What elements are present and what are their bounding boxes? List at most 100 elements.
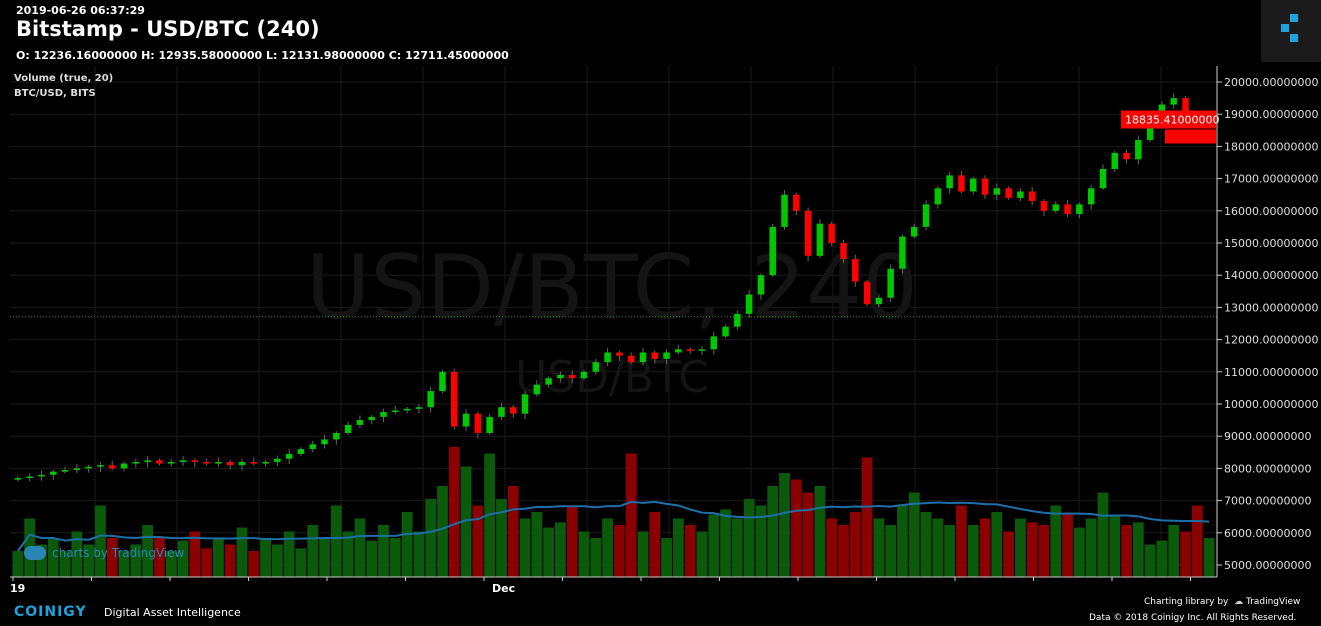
volume-bar bbox=[885, 525, 897, 577]
candle-body bbox=[203, 461, 210, 464]
volume-bar bbox=[849, 512, 861, 577]
candle-body bbox=[144, 460, 151, 462]
volume-bar bbox=[908, 492, 920, 577]
candle-body bbox=[1123, 152, 1130, 160]
candle-body bbox=[1040, 201, 1048, 211]
volume-bar bbox=[649, 512, 661, 577]
volume-bar bbox=[248, 551, 260, 577]
volume-bar bbox=[767, 486, 779, 577]
candle-body bbox=[686, 349, 694, 351]
copyright: Data © 2018 Coinigy Inc. All Rights Rese… bbox=[1089, 613, 1297, 623]
volume-bar bbox=[1073, 527, 1085, 577]
y-tick-label: 13000.00000000 bbox=[1224, 301, 1318, 314]
y-tick-label: 20000.00000000 bbox=[1224, 76, 1318, 89]
volume-bar bbox=[1097, 492, 1109, 577]
candle-body bbox=[993, 188, 1001, 195]
candle-body bbox=[710, 336, 717, 350]
candle-body bbox=[1099, 168, 1107, 189]
coinigy-brand: COINIGY bbox=[14, 604, 87, 620]
volume-bar bbox=[661, 538, 672, 577]
candle-body bbox=[793, 194, 800, 211]
volume-bar bbox=[389, 538, 401, 577]
volume-bar bbox=[814, 486, 826, 577]
volume-bar bbox=[637, 531, 649, 577]
volume-bar bbox=[614, 525, 625, 577]
volume-bar bbox=[496, 499, 507, 577]
candle-body bbox=[852, 259, 859, 282]
candle-body bbox=[804, 210, 812, 256]
coinigy-logo-icon bbox=[1261, 0, 1321, 62]
candle-body bbox=[568, 375, 576, 379]
candle-body bbox=[50, 471, 57, 475]
volume-bar bbox=[1121, 525, 1132, 577]
candle-body bbox=[1005, 188, 1012, 198]
volume-bar bbox=[130, 544, 142, 577]
watermark-main: USD/BTC, 240 bbox=[306, 236, 918, 339]
volume-bar bbox=[342, 531, 354, 577]
volume-bar bbox=[519, 518, 531, 577]
candle-body bbox=[769, 226, 776, 276]
volume-bar bbox=[1168, 525, 1180, 577]
volume-bar bbox=[555, 522, 566, 577]
x-tick-label: 19 bbox=[10, 582, 25, 595]
candle-body bbox=[250, 461, 258, 464]
candle-body bbox=[26, 476, 33, 479]
candle-body bbox=[734, 313, 741, 327]
tagline: Digital Asset Intelligence bbox=[104, 606, 241, 619]
candle-body bbox=[604, 352, 611, 363]
tradingview-badge[interactable]: charts by TradingView bbox=[24, 546, 184, 560]
candle-body bbox=[863, 281, 871, 305]
candle-body bbox=[474, 413, 482, 433]
candle-body bbox=[533, 384, 541, 395]
candle-body bbox=[1052, 204, 1060, 211]
volume-bar bbox=[142, 525, 154, 577]
candle-body bbox=[238, 461, 246, 466]
candle-body bbox=[616, 352, 623, 356]
y-tick-label: 16000.00000000 bbox=[1224, 205, 1318, 218]
volume-bar bbox=[236, 527, 248, 577]
candle-body bbox=[1076, 204, 1083, 215]
candle-body bbox=[981, 178, 989, 195]
candle-body bbox=[875, 297, 883, 305]
charting-library-credit[interactable]: Charting library by ☁ TradingView bbox=[1144, 597, 1300, 607]
volume-bar bbox=[802, 492, 814, 577]
y-tick-label: 11000.00000000 bbox=[1224, 366, 1318, 379]
candle-body bbox=[344, 424, 352, 433]
candle-body bbox=[215, 461, 222, 464]
volume-bar bbox=[319, 538, 330, 577]
volume-indicator-label[interactable]: Volume (true, 20) bbox=[14, 73, 114, 84]
volume-bar bbox=[672, 518, 684, 577]
y-tick-label: 8000.00000000 bbox=[1224, 462, 1311, 475]
volume-bar bbox=[720, 509, 731, 577]
candle-body bbox=[380, 412, 387, 417]
candle-body bbox=[675, 349, 682, 353]
tradingview-text: TradingView bbox=[1245, 597, 1301, 607]
candle-body bbox=[14, 478, 22, 480]
volume-bar bbox=[354, 518, 366, 577]
candle-body bbox=[722, 326, 729, 337]
ohlc-readout: O: 12236.16000000 H: 12935.58000000 L: 1… bbox=[16, 49, 509, 62]
candle-body bbox=[1028, 191, 1036, 202]
candle-body bbox=[887, 268, 894, 298]
candle-body bbox=[557, 375, 564, 379]
volume-bar bbox=[283, 531, 295, 577]
candle-body bbox=[698, 349, 706, 351]
candle-body bbox=[85, 466, 92, 469]
candle-body bbox=[285, 453, 293, 459]
candle-body bbox=[333, 432, 340, 440]
volume-bar bbox=[83, 544, 95, 577]
y-tick-label: 18000.00000000 bbox=[1224, 140, 1318, 153]
volume-bar bbox=[472, 505, 484, 577]
tradingview-cloud-icon bbox=[24, 546, 46, 560]
volume-bar bbox=[967, 525, 979, 577]
volume-last-badge bbox=[1165, 129, 1216, 144]
candle-body bbox=[427, 391, 434, 408]
volume-bar bbox=[826, 518, 838, 577]
volume-bar bbox=[189, 531, 201, 577]
candle-body bbox=[179, 460, 187, 462]
volume-bar bbox=[378, 525, 389, 577]
candle-body bbox=[191, 460, 199, 462]
candle-body bbox=[262, 461, 269, 464]
y-tick-label: 14000.00000000 bbox=[1224, 269, 1318, 282]
